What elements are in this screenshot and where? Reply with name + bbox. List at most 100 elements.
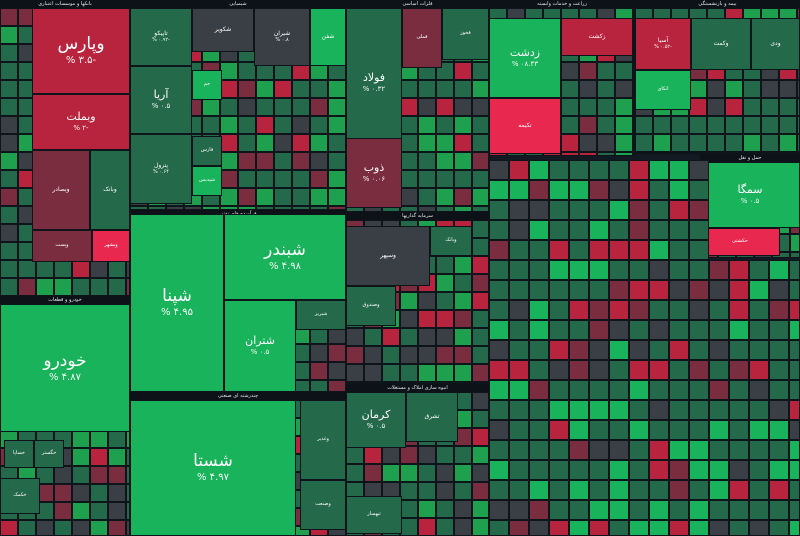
small-stock-tile[interactable] — [689, 400, 709, 420]
small-stock-tile[interactable] — [489, 520, 509, 536]
small-stock-tile[interactable] — [549, 200, 569, 220]
small-stock-tile[interactable] — [436, 328, 454, 346]
small-stock-tile[interactable] — [0, 134, 18, 152]
small-stock-tile[interactable] — [779, 152, 797, 154]
small-stock-tile[interactable] — [472, 256, 489, 274]
stock-tile[interactable]: شتران% ۰.۵ — [224, 300, 296, 392]
stock-tile[interactable]: ودی — [751, 18, 800, 70]
small-stock-tile[interactable] — [779, 98, 797, 116]
stock-tile[interactable]: تاپیکو% ۰.۹۲- — [130, 8, 192, 66]
small-stock-tile[interactable] — [629, 380, 649, 400]
small-stock-tile[interactable] — [0, 170, 18, 188]
small-stock-tile[interactable] — [126, 502, 130, 520]
small-stock-tile[interactable] — [0, 26, 18, 44]
small-stock-tile[interactable] — [346, 446, 364, 464]
small-stock-tile[interactable] — [689, 280, 709, 300]
small-stock-tile[interactable] — [549, 180, 569, 200]
small-stock-tile[interactable] — [108, 466, 126, 484]
small-stock-tile[interactable] — [220, 62, 238, 80]
small-stock-tile[interactable] — [0, 98, 18, 116]
stock-tile[interactable]: فخوز — [442, 8, 489, 60]
small-stock-tile[interactable] — [569, 200, 589, 220]
small-stock-tile[interactable] — [529, 280, 549, 300]
small-stock-tile[interactable] — [597, 152, 615, 156]
small-stock-tile[interactable] — [789, 420, 800, 440]
stock-tile[interactable]: شکویر — [192, 8, 254, 52]
small-stock-tile[interactable] — [108, 448, 126, 466]
small-stock-tile[interactable] — [749, 520, 769, 536]
small-stock-tile[interactable] — [629, 440, 649, 460]
small-stock-tile[interactable] — [649, 160, 669, 180]
small-stock-tile[interactable] — [54, 502, 72, 520]
small-stock-tile[interactable] — [400, 346, 418, 364]
small-stock-tile[interactable] — [256, 206, 274, 210]
small-stock-tile[interactable] — [529, 320, 549, 340]
small-stock-tile[interactable] — [579, 80, 597, 98]
small-stock-tile[interactable] — [400, 80, 418, 98]
small-stock-tile[interactable] — [790, 234, 800, 252]
small-stock-tile[interactable] — [549, 340, 569, 360]
small-stock-tile[interactable] — [609, 460, 629, 480]
small-stock-tile[interactable] — [509, 280, 529, 300]
small-stock-tile[interactable] — [789, 500, 800, 520]
small-stock-tile[interactable] — [589, 220, 609, 240]
small-stock-tile[interactable] — [669, 500, 689, 520]
small-stock-tile[interactable] — [382, 464, 400, 482]
small-stock-tile[interactable] — [220, 116, 238, 134]
small-stock-tile[interactable] — [709, 480, 729, 500]
small-stock-tile[interactable] — [184, 206, 202, 210]
small-stock-tile[interactable] — [769, 400, 789, 420]
small-stock-tile[interactable] — [549, 260, 569, 280]
stock-tile[interactable]: فولاد% ۰.۳۲ — [346, 8, 402, 158]
small-stock-tile[interactable] — [436, 274, 454, 292]
small-stock-tile[interactable] — [400, 292, 418, 310]
small-stock-tile[interactable] — [769, 320, 789, 340]
small-stock-tile[interactable] — [629, 200, 649, 220]
small-stock-tile[interactable] — [238, 80, 256, 98]
small-stock-tile[interactable] — [649, 180, 669, 200]
small-stock-tile[interactable] — [454, 80, 472, 98]
small-stock-tile[interactable] — [579, 116, 597, 134]
small-stock-tile[interactable] — [202, 98, 220, 116]
small-stock-tile[interactable] — [671, 116, 689, 134]
small-stock-tile[interactable] — [569, 240, 589, 260]
small-stock-tile[interactable] — [549, 440, 569, 460]
small-stock-tile[interactable] — [549, 480, 569, 500]
small-stock-tile[interactable] — [569, 380, 589, 400]
small-stock-tile[interactable] — [579, 98, 597, 116]
small-stock-tile[interactable] — [328, 362, 346, 380]
small-stock-tile[interactable] — [749, 420, 769, 440]
stock-tile[interactable]: شپدیس — [192, 166, 222, 196]
small-stock-tile[interactable] — [418, 134, 436, 152]
small-stock-tile[interactable] — [36, 260, 54, 278]
small-stock-tile[interactable] — [238, 116, 256, 134]
small-stock-tile[interactable] — [529, 200, 549, 220]
small-stock-tile[interactable] — [18, 520, 36, 536]
small-stock-tile[interactable] — [418, 364, 436, 382]
small-stock-tile[interactable] — [0, 242, 18, 260]
small-stock-tile[interactable] — [328, 116, 346, 134]
small-stock-tile[interactable] — [509, 400, 529, 420]
small-stock-tile[interactable] — [400, 188, 418, 206]
small-stock-tile[interactable] — [569, 460, 589, 480]
small-stock-tile[interactable] — [589, 340, 609, 360]
small-stock-tile[interactable] — [709, 280, 729, 300]
small-stock-tile[interactable] — [418, 482, 436, 500]
stock-tile[interactable]: ذوب% ۰.۰۶ — [346, 138, 402, 208]
small-stock-tile[interactable] — [633, 152, 635, 156]
small-stock-tile[interactable] — [382, 364, 400, 382]
small-stock-tile[interactable] — [789, 440, 800, 460]
stock-tile[interactable]: فارس — [192, 136, 222, 166]
small-stock-tile[interactable] — [635, 116, 653, 134]
small-stock-tile[interactable] — [749, 260, 769, 280]
small-stock-tile[interactable] — [709, 500, 729, 520]
small-stock-tile[interactable] — [436, 188, 454, 206]
small-stock-tile[interactable] — [310, 170, 328, 188]
small-stock-tile[interactable] — [789, 260, 800, 280]
small-stock-tile[interactable] — [569, 400, 589, 420]
small-stock-tile[interactable] — [707, 116, 725, 134]
small-stock-tile[interactable] — [689, 360, 709, 380]
stock-tile[interactable]: شپنا% ۴.۹۵ — [130, 214, 224, 392]
small-stock-tile[interactable] — [789, 520, 800, 536]
small-stock-tile[interactable] — [529, 220, 549, 240]
